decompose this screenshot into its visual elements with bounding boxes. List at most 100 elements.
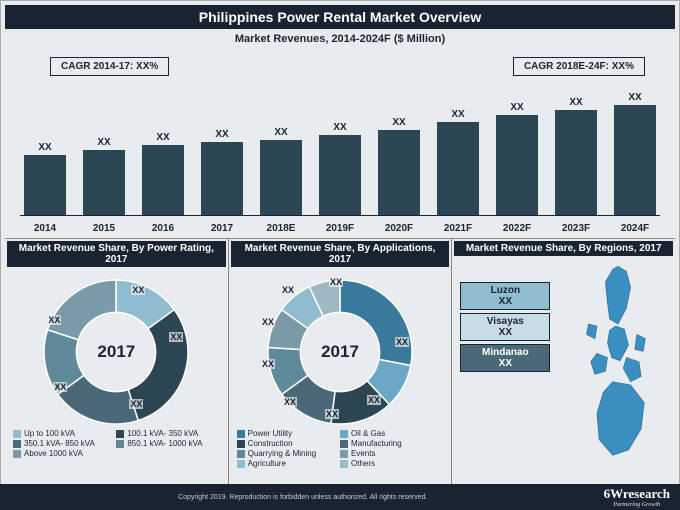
panel-title: Market Revenue Share, By Applications, 2… [231,241,450,267]
region-name: Luzon [469,285,541,296]
bar-col: XX [492,102,542,215]
legend-swatch [13,450,21,458]
panel-power-rating: Market Revenue Share, By Power Rating, 2… [5,239,229,494]
legend-item: Oil & Gas [340,429,443,438]
infographic-root: Philippines Power Rental Market Overview… [0,0,680,510]
region-box: LuzonXX [460,282,550,310]
legend-swatch [237,440,245,448]
bar-col: XX [197,129,247,215]
bar [378,130,420,215]
bar-x-label: 2024F [610,223,660,234]
bar [555,110,597,215]
subtitle: Market Revenues, 2014-2024F ($ Million) [5,29,675,49]
bar-x-label: 2017 [197,223,247,234]
legend-item: Up to 100 kVA [13,429,116,438]
slice-label: XX [169,332,183,342]
legend-label: Above 1000 kVA [24,449,83,458]
legend-swatch [340,440,348,448]
cagr-badge-right: CAGR 2018E-24F: XX% [513,57,645,76]
legend-item: 100.1 kVA- 350 kVA [116,429,219,438]
footer: Copyright 2019. Reproduction is forbidde… [0,484,680,510]
bar-value-label: XX [628,92,641,103]
legend-swatch [13,440,21,448]
legend-label: Others [351,459,375,468]
bar-value-label: XX [569,97,582,108]
legend-swatch [237,460,245,468]
philippines-map-icon [563,261,673,471]
legend-label: Up to 100 kVA [24,429,75,438]
donut-applications: 2017 XXXXXXXXXXXXXXXX [265,277,415,427]
slice-label: XX [47,315,61,325]
logo-subtitle: Partnering Growth [604,502,670,508]
brand-logo: 6Wresearch Partnering Growth [604,486,678,508]
legend-label: Manufacturing [351,439,402,448]
bar-value-label: XX [392,117,405,128]
bar-col: XX [138,132,188,215]
bar-x-label: 2022F [492,223,542,234]
page-title: Philippines Power Rental Market Overview [5,5,675,29]
legend-swatch [237,450,245,458]
bar-value-label: XX [38,142,51,153]
slice-label: XX [329,277,343,287]
bar-value-label: XX [510,102,523,113]
bar [496,115,538,215]
bar-value-label: XX [333,122,346,133]
bar-col: XX [79,137,129,215]
bar-x-label: 2019F [315,223,365,234]
region-box: VisayasXX [460,313,550,341]
region-box: MindanaoXX [460,344,550,372]
legend-label: 350.1 kVA- 850 kVA [24,439,95,448]
bar-x-label: 2016 [138,223,188,234]
region-name: Mindanao [469,347,541,358]
copyright-text: Copyright 2019. Reproduction is forbidde… [2,494,604,501]
slice-label: XX [395,337,409,347]
legend-applications: Power UtilityOil & GasConstructionManufa… [231,427,450,471]
region-list: LuzonXXVisayasXXMindanaoXX [460,279,550,375]
legend-swatch [340,460,348,468]
bar-x-label: 2014 [20,223,70,234]
region-value: XX [469,327,541,338]
region-name: Visayas [469,316,541,327]
cagr-badge-left: CAGR 2014-17: XX% [50,57,169,76]
panel-title: Market Revenue Share, By Regions, 2017 [454,241,673,256]
bar [24,155,66,215]
bar-x-label: 2018E [256,223,306,234]
bar [260,140,302,215]
legend-item: Quarrying & Mining [237,449,340,458]
slice-label: XX [129,399,143,409]
legend-swatch [116,440,124,448]
bar-x-label: 2020F [374,223,424,234]
bar-value-label: XX [215,129,228,140]
panel-title: Market Revenue Share, By Power Rating, 2… [7,241,226,267]
slice-label: XX [261,359,275,369]
donut-center-label: 2017 [321,342,359,362]
panel-regions: Market Revenue Share, By Regions, 2017 L… [452,239,675,494]
bar-col: XX [551,97,601,215]
legend-swatch [116,430,124,438]
slice-label: XX [261,317,275,327]
bar [319,135,361,215]
legend-item: Others [340,459,443,468]
legend-swatch [340,450,348,458]
bar-col: XX [20,142,70,215]
bar-value-label: XX [451,109,464,120]
bar-col: XX [374,117,424,215]
panel-applications: Market Revenue Share, By Applications, 2… [229,239,453,494]
legend-item: Power Utility [237,429,340,438]
slice-label: XX [281,285,295,295]
bar-x-axis: 20142015201620172018E2019F2020F2021F2022… [20,223,660,234]
legend-label: Oil & Gas [351,429,385,438]
legend-label: 100.1 kVA- 350 kVA [127,429,198,438]
bar [142,145,184,215]
bar [201,142,243,215]
bar-col: XX [256,127,306,215]
bar-value-label: XX [274,127,287,138]
bar-x-label: 2023F [551,223,601,234]
slice-label: XX [367,395,381,405]
bar-value-label: XX [97,137,110,148]
slice-label: XX [53,382,67,392]
slice-label: XX [325,409,339,419]
donut-power-rating: 2017 XXXXXXXXXX [41,277,191,427]
bar [83,150,125,215]
slice-label: XX [131,285,145,295]
